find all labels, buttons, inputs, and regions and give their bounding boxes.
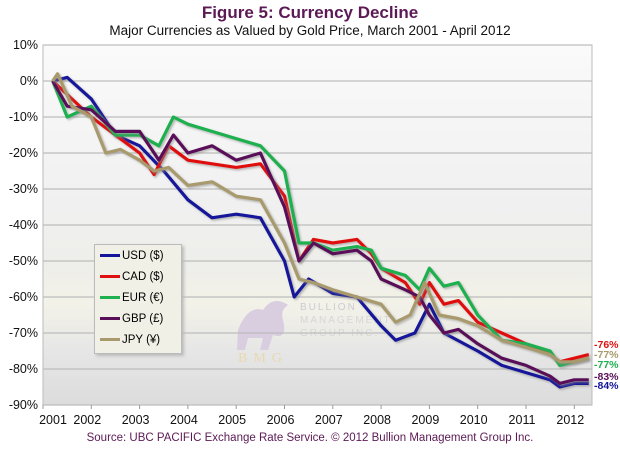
griffin-logo-icon [237,301,288,350]
end-value-label: -77% [594,349,619,361]
legend-item-cad: CAD ($) [95,266,181,287]
legend: USD ($) CAD ($) EUR (€) GBP (£) JPY (¥) [94,244,182,354]
y-tick-label: -20% [9,146,38,160]
x-tick-label: 2007 [315,413,343,427]
y-tick-label: 0% [20,74,38,88]
watermark-text: BULLION [300,302,357,313]
x-tick-label: 2012 [556,413,584,427]
series-line-jpy [51,72,590,364]
legend-label: JPY (¥) [122,333,161,346]
watermark-text: MANAGEMENT [300,315,392,326]
legend-item-usd: USD ($) [95,245,181,266]
series-line-gbp [51,80,589,385]
chart-subtitle: Major Currencies as Valued by Gold Price… [109,23,511,38]
end-value-label: -77% [594,359,619,371]
x-tick-label: 2011 [509,413,536,427]
legend-swatch [100,254,120,257]
y-tick-label: -40% [9,218,38,232]
watermark-logo: BMG [238,351,288,366]
series-line-cad [51,79,590,364]
y-tick-label: -30% [9,182,38,196]
x-tick-label: 2006 [267,413,295,427]
legend-item-gbp: GBP (£) [95,308,181,329]
legend-item-jpy: JPY (¥) [95,329,181,350]
x-tick-label: 2005 [218,413,246,427]
y-tick-label: -60% [9,290,38,304]
legend-swatch [100,275,120,278]
y-tick-label: -10% [9,110,38,124]
x-tick-label: 2008 [363,413,391,427]
x-tick-label: 2010 [460,413,488,427]
x-tick-label: 2001 [39,413,67,427]
y-tick-label: -90% [9,398,38,412]
source-note: Source: UBC PACIFIC Exchange Rate Servic… [86,432,534,444]
x-tick-label: 2003 [122,413,150,427]
end-value-label: -76% [594,339,619,351]
legend-label: CAD ($) [122,270,164,283]
legend-swatch [100,317,120,320]
x-tick-label: 2009 [411,413,439,427]
y-tick-label: -80% [9,362,38,376]
end-value-label: -84% [594,380,619,392]
y-tick-label: -50% [9,254,38,268]
end-value-label: -83% [594,371,619,383]
y-tick-label: -70% [9,326,38,340]
legend-label: USD ($) [122,249,164,262]
legend-label: EUR (€) [122,291,164,304]
chart-title: Figure 5: Currency Decline [201,3,419,22]
y-tick-label: 10% [13,38,38,52]
series-line-usd [52,75,589,389]
legend-item-eur: EUR (€) [95,287,181,308]
legend-label: GBP (£) [122,312,164,325]
legend-swatch [100,338,120,341]
x-tick-label: 2002 [73,413,101,427]
x-tick-label: 2004 [170,413,198,427]
legend-swatch [100,296,120,299]
